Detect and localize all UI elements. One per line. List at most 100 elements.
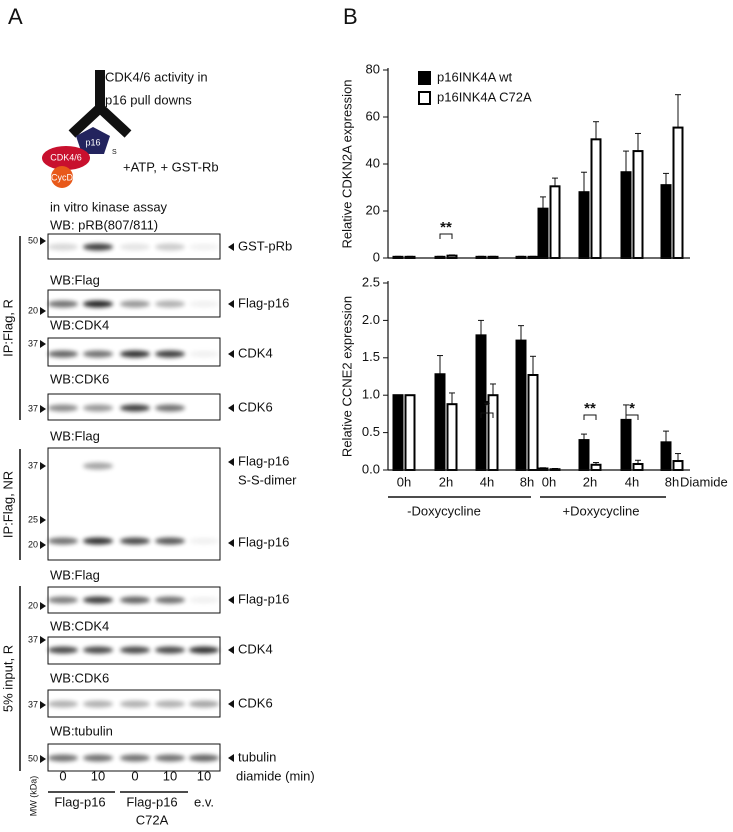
band-label: Flag-p16 (238, 453, 289, 468)
bar (620, 171, 632, 260)
band-label: CDK6 (238, 695, 273, 710)
band (83, 462, 113, 470)
group-label: e.v. (194, 794, 214, 809)
blot (47, 636, 221, 665)
arrowhead (40, 516, 46, 524)
lane-label: 0 (59, 768, 66, 783)
blot (47, 447, 221, 561)
arrowhead (228, 350, 234, 358)
y-tick-label: 0 (373, 249, 380, 264)
x-axis-label: Diamide (680, 474, 728, 489)
significance: ** (440, 219, 452, 236)
y-tick-label: 1.0 (362, 387, 380, 402)
bar (620, 418, 632, 472)
section-label: IP:Flag, R (0, 299, 15, 357)
y-tick-label: 0.0 (362, 461, 380, 476)
arrowhead (228, 300, 234, 308)
mw-label: MW (kDa) (28, 776, 38, 817)
wb-label: WB:Flag (50, 567, 100, 582)
bar (537, 207, 549, 259)
lane-axis: diamide (min) (236, 768, 315, 783)
lane-label: 10 (197, 768, 211, 783)
band (48, 646, 78, 654)
p16-shape (76, 127, 110, 154)
band (155, 754, 185, 762)
y-tick-label: 2.5 (362, 274, 380, 289)
band (48, 700, 78, 708)
band (48, 300, 78, 308)
arrowhead (228, 243, 234, 251)
group-label: Flag-p16 (126, 794, 177, 809)
bar (549, 185, 561, 259)
arrowhead (228, 646, 234, 654)
lane-label: 10 (163, 768, 177, 783)
band (120, 243, 150, 251)
arrowhead (228, 539, 234, 547)
band-label: GST-pRb (238, 238, 292, 253)
bar (392, 394, 404, 472)
band (48, 404, 78, 412)
bar (590, 138, 602, 259)
band (48, 243, 78, 251)
band (120, 404, 150, 412)
bar (578, 191, 590, 259)
wb-label: WB:tubulin (50, 723, 113, 738)
legend-swatch (418, 71, 431, 85)
band (83, 350, 113, 358)
band (189, 754, 219, 762)
x-tick-label: 4h (480, 474, 494, 489)
x-tick-label: 0h (542, 474, 556, 489)
band-label: S-S-dimer (238, 472, 297, 487)
x-tick-label: 4h (625, 474, 639, 489)
band (120, 754, 150, 762)
bar (632, 150, 644, 259)
cdk-label: CDK4/6 (50, 152, 82, 162)
bar (404, 394, 416, 472)
x-tick-label: 8h (520, 474, 534, 489)
band (189, 243, 219, 251)
significance: * (484, 398, 490, 415)
band (48, 350, 78, 358)
bar (660, 184, 672, 259)
arrowhead (40, 701, 46, 709)
arrowhead (40, 636, 46, 644)
wb-label: WB:CDK4 (50, 317, 109, 332)
schematic-title: CDK4/6 activity in (105, 69, 208, 84)
lane-label: 0 (131, 768, 138, 783)
band (83, 646, 113, 654)
arrowhead (228, 596, 234, 604)
arrowhead (40, 602, 46, 610)
group-label: -Doxycycline (407, 503, 481, 518)
band-label: CDK6 (238, 399, 273, 414)
bar (434, 373, 446, 472)
band (155, 350, 185, 358)
band-label: CDK4 (238, 345, 273, 360)
legend-label: p16INK4A wt (437, 69, 513, 84)
significance: * (629, 400, 635, 417)
schematic-title: p16 pull downs (105, 92, 192, 107)
band (48, 596, 78, 604)
arrowhead (40, 541, 46, 549)
significance: ** (584, 400, 596, 417)
mw-marker: 25 (28, 514, 38, 524)
significance-bracket (583, 414, 597, 420)
band (155, 404, 185, 412)
x-tick-label: 2h (583, 474, 597, 489)
panel-label: B (343, 4, 358, 29)
y-tick-label: 60 (366, 108, 380, 123)
y-axis-label: Relative CCNE2 expression (339, 296, 354, 457)
y-tick-label: 1.5 (362, 349, 380, 364)
band (83, 754, 113, 762)
band (83, 404, 113, 412)
mw-marker: 20 (28, 600, 38, 610)
lane-label: 10 (91, 768, 105, 783)
legend-swatch (418, 91, 431, 105)
section-label: IP:Flag, NR (0, 471, 15, 538)
wb-label: WB:Flag (50, 428, 100, 443)
bar (672, 126, 684, 259)
mw-marker: 37 (28, 460, 38, 470)
significance-bracket (439, 233, 453, 239)
band (83, 537, 113, 545)
arrowhead (228, 404, 234, 412)
